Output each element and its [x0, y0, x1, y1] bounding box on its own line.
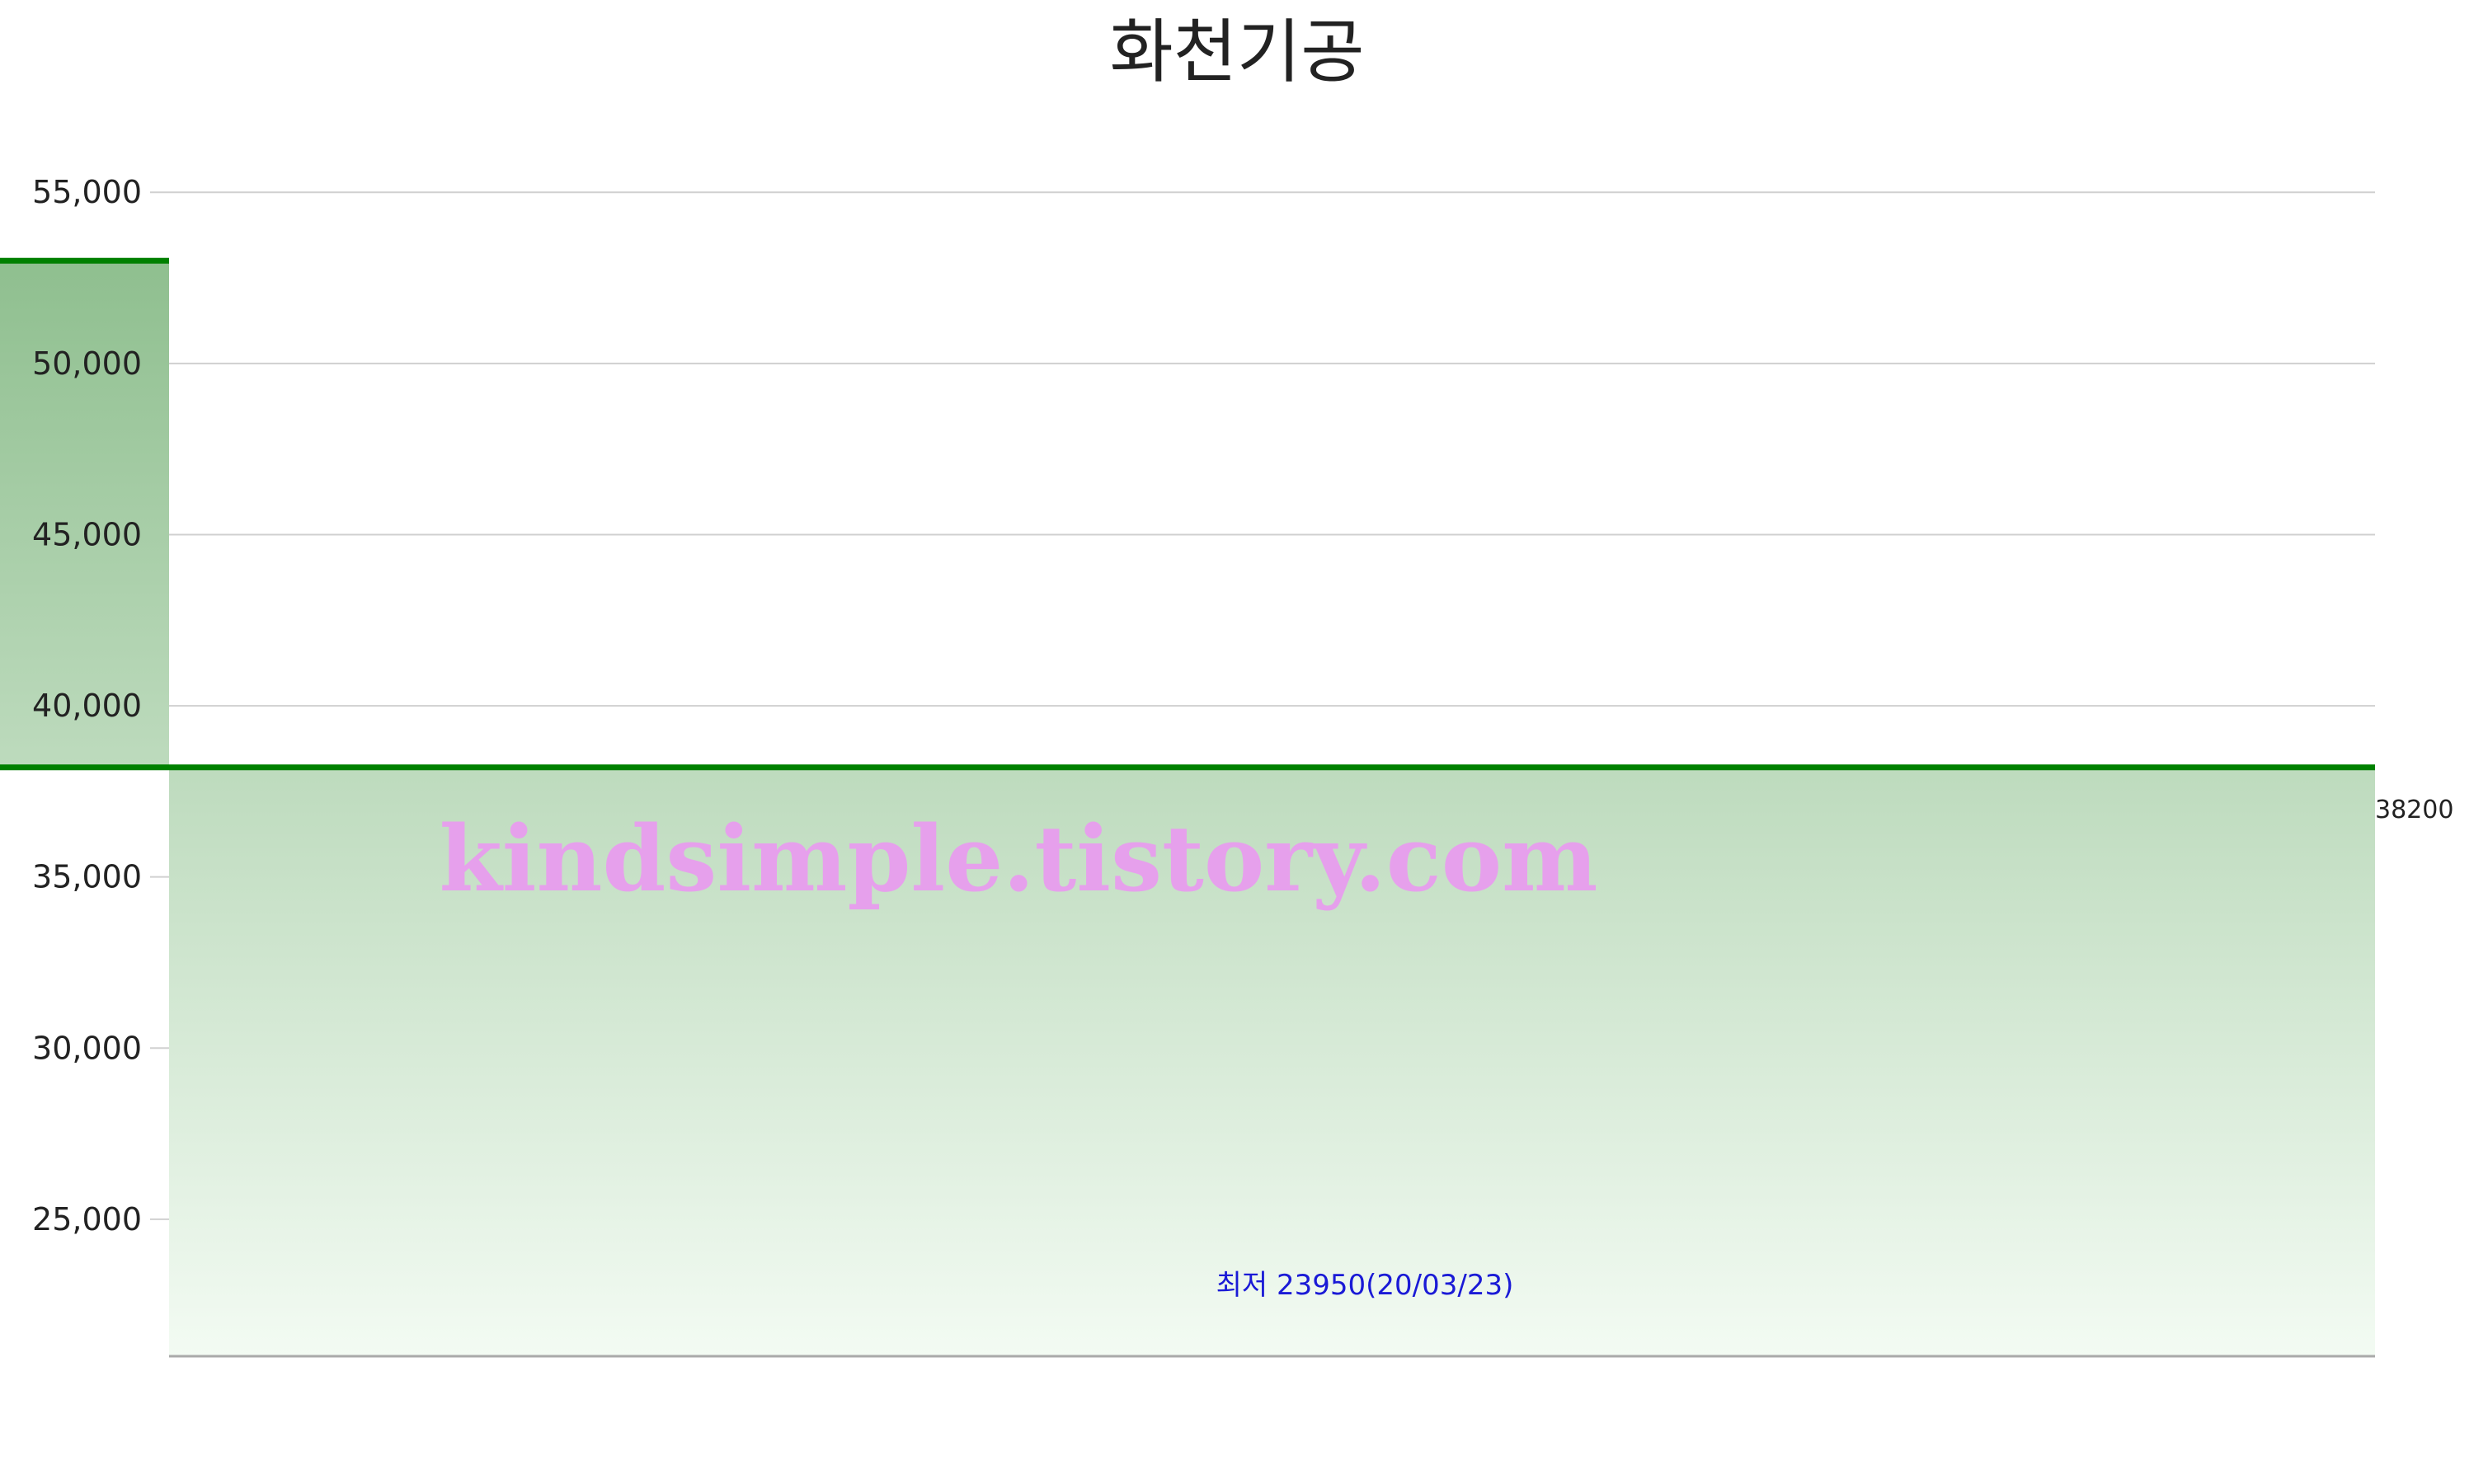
- y-tick-label: 25,000: [32, 1201, 142, 1237]
- y-axis-tick-labels: 25,000 30,000 35,000 40,000 45,000 50,000 55,0…: [32, 174, 142, 1237]
- y-tick-label: 45,000: [32, 516, 142, 552]
- y-tick-label: 55,000: [32, 174, 142, 210]
- chart-title: 화천기공: [1109, 12, 1364, 92]
- y-tick-label: 35,000: [32, 859, 142, 895]
- axis-layer: [169, 1355, 2375, 1358]
- y-tick-label: 50,000: [32, 345, 142, 382]
- watermark-text: kindsimple.tistory.com: [440, 805, 1598, 912]
- y-tick-label: 40,000: [32, 688, 142, 724]
- last-price-annotation: 38200: [2375, 796, 2453, 824]
- y-tick-label: 30,000: [32, 1030, 142, 1066]
- low-price-annotation: 최저 23950(20/03/23): [1216, 1269, 1514, 1302]
